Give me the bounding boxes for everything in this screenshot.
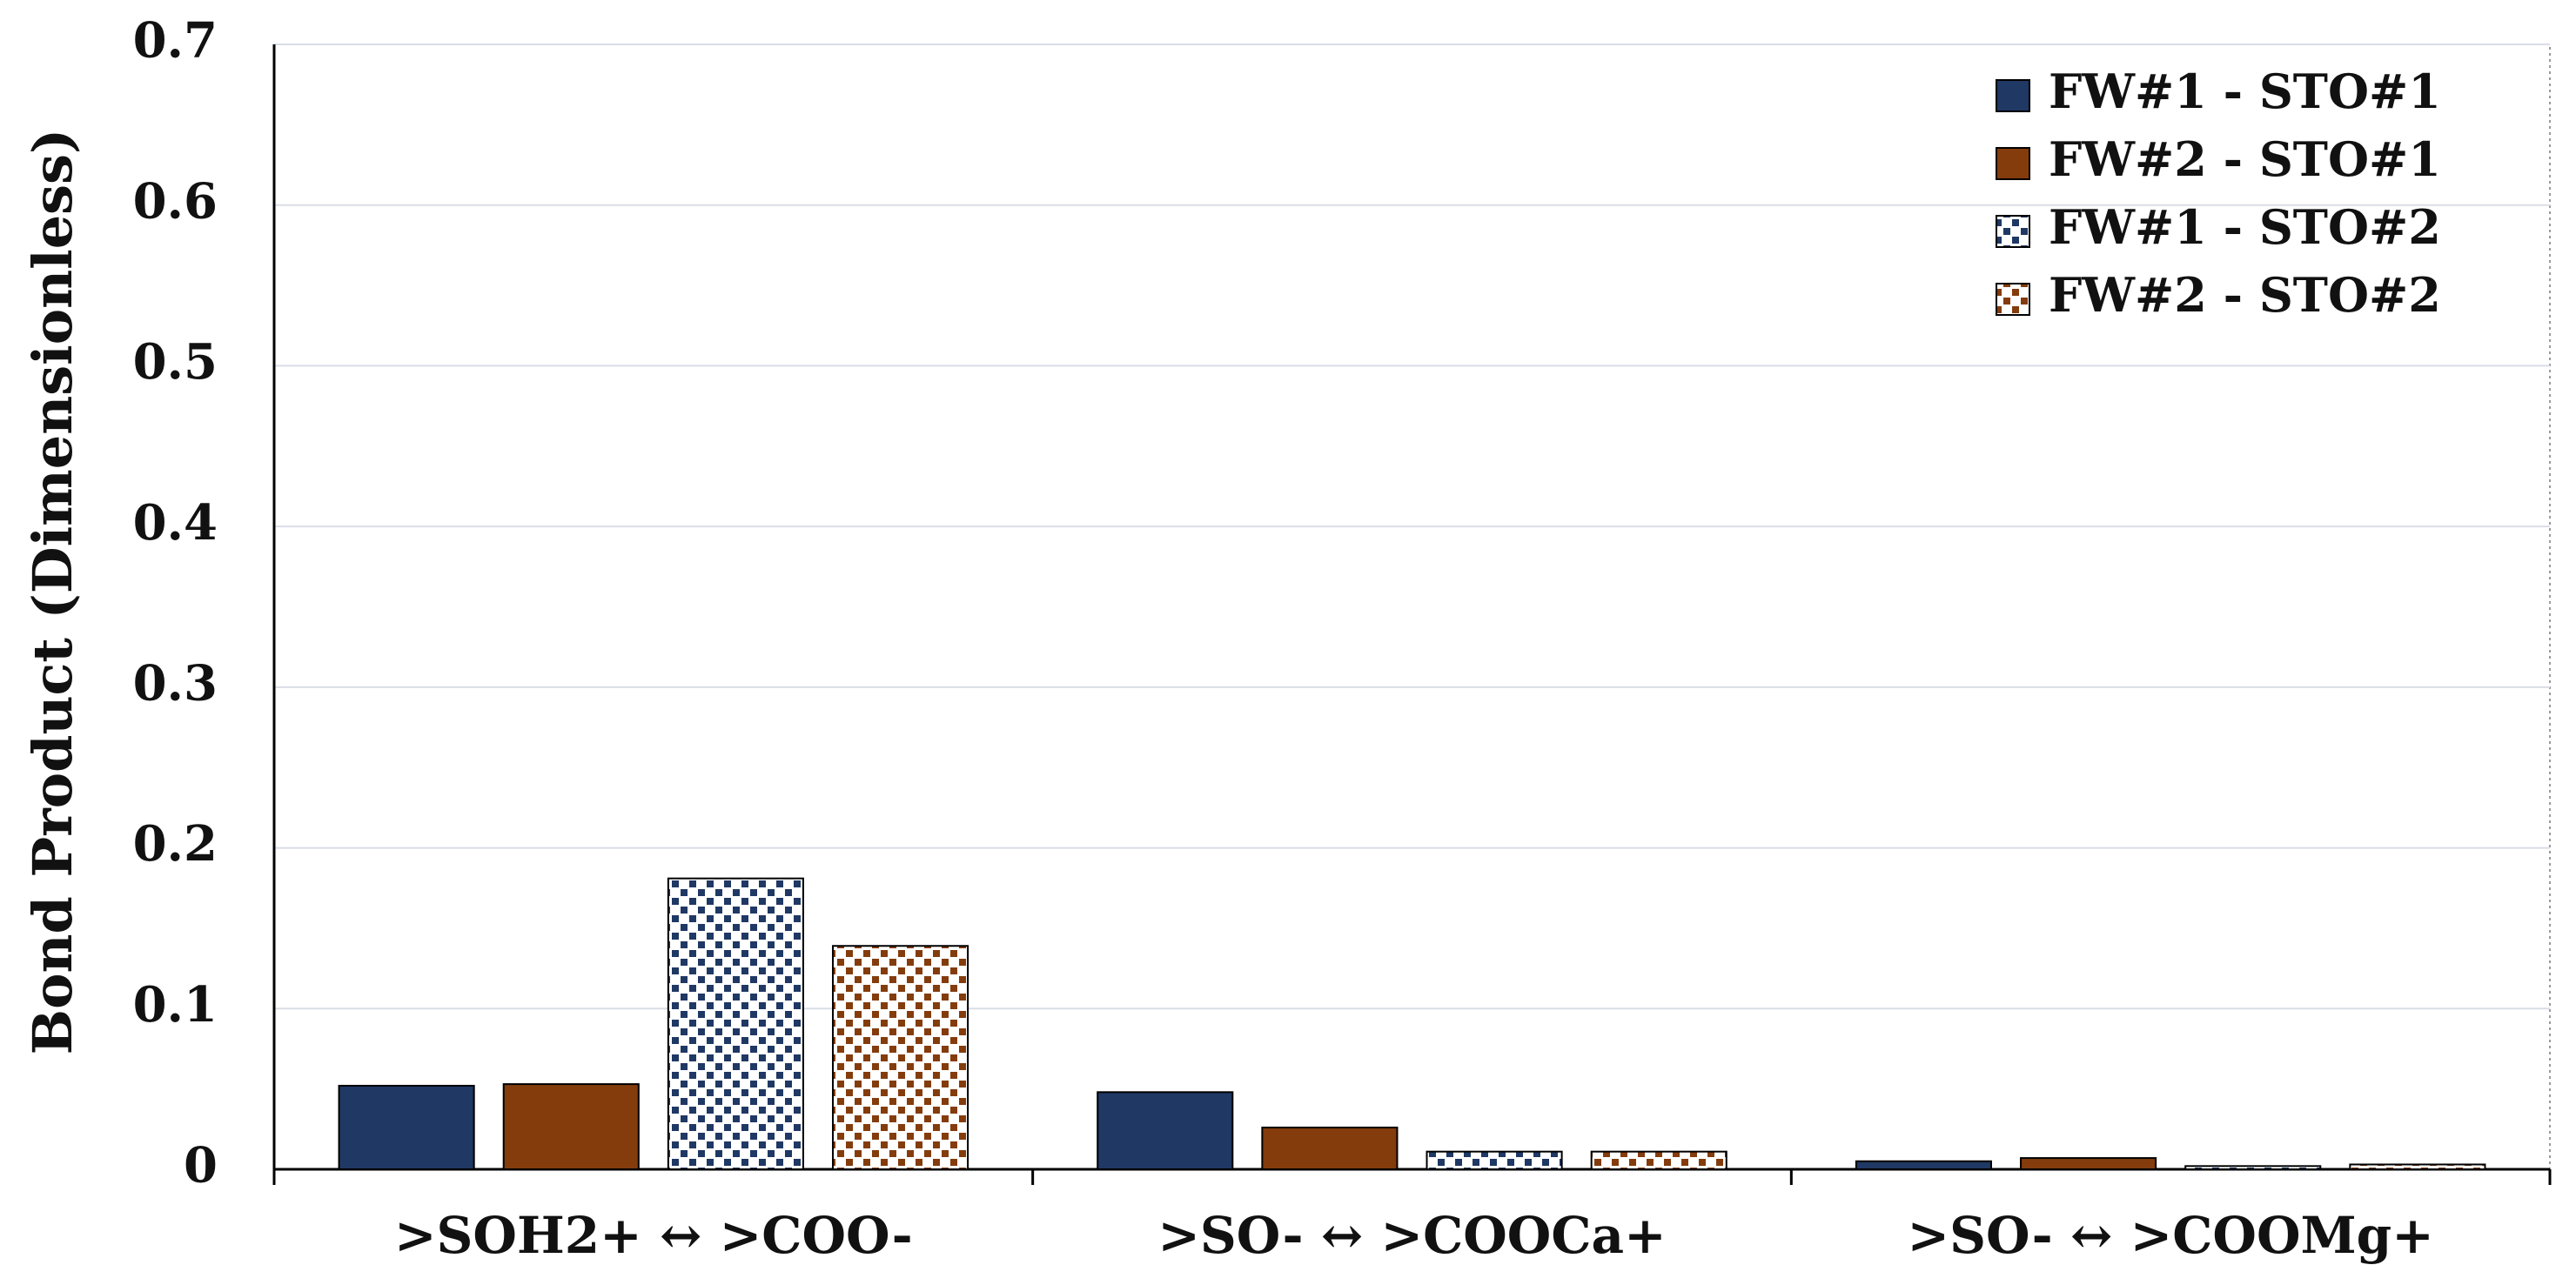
y-tick-label: 0.3	[133, 655, 218, 713]
bar	[2020, 1157, 2157, 1170]
bar	[1261, 1126, 1399, 1170]
bar	[2349, 1163, 2486, 1171]
y-tick-label: 0.4	[133, 494, 218, 552]
bar	[667, 877, 804, 1170]
x-tick-label: >SOH2+ ↔ >COO-	[394, 1206, 913, 1265]
x-tick-label: >SO- ↔ >COOCa+	[1157, 1206, 1666, 1265]
legend-label: FW#1 - STO#2	[2049, 199, 2441, 255]
bar	[832, 945, 969, 1171]
y-tick-label: 0	[184, 1137, 218, 1195]
legend-label: FW#2 - STO#1	[2049, 131, 2441, 187]
bar	[338, 1084, 475, 1171]
y-tick-label: 0.2	[133, 815, 218, 873]
y-tick-label: 0.6	[133, 172, 218, 230]
legend-swatch	[1996, 79, 2030, 112]
bar	[1590, 1150, 1727, 1170]
y-tick-label: 0.5	[133, 333, 218, 391]
y-tick-label: 0.1	[133, 976, 218, 1034]
y-axis-title: Bond Product (Dimensionless)	[21, 129, 84, 1055]
legend-label: FW#1 - STO#1	[2049, 64, 2441, 119]
bar	[1426, 1150, 1563, 1170]
x-tick-label: >SO- ↔ >COOMg+	[1907, 1206, 2433, 1265]
bar	[2184, 1165, 2322, 1170]
bar	[502, 1083, 640, 1171]
bar	[1855, 1160, 1992, 1170]
legend-swatch	[1996, 215, 2030, 248]
legend-swatch	[1996, 283, 2030, 316]
legend-swatch	[1996, 147, 2030, 180]
legend-label: FW#2 - STO#2	[2049, 267, 2441, 323]
y-tick-label: 0.7	[133, 12, 218, 70]
bar	[1097, 1091, 1234, 1171]
